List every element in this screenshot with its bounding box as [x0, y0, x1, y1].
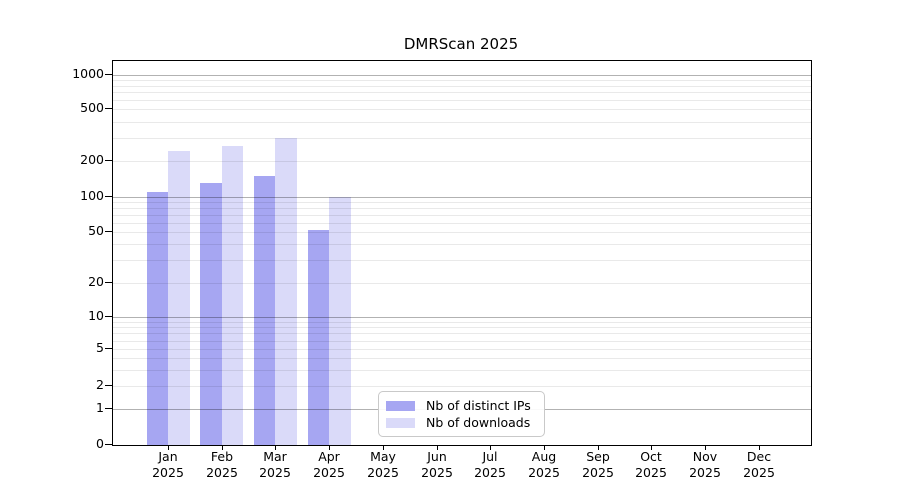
minor-gridline	[113, 92, 811, 93]
bar-distinct-ips-mar	[253, 175, 276, 445]
minor-gridline	[113, 349, 811, 350]
minor-gridline	[113, 223, 811, 224]
minor-gridline	[113, 86, 811, 87]
legend-label-distinct-ips: Nb of distinct IPs	[426, 398, 531, 413]
y-axis-tick-mark	[105, 408, 112, 409]
y-axis-tick-mark	[105, 196, 112, 197]
x-axis-tick-label: Oct 2025	[635, 449, 667, 480]
minor-gridline	[113, 322, 811, 323]
major-gridline	[113, 197, 811, 198]
major-gridline	[113, 75, 811, 76]
minor-gridline	[113, 260, 811, 261]
y-axis-tick-mark	[105, 444, 112, 445]
plot-area	[112, 60, 812, 446]
x-axis-tick-label: Apr 2025	[313, 449, 345, 480]
x-axis-tick-mark	[437, 445, 438, 450]
minor-gridline	[113, 283, 811, 284]
minor-gridline	[113, 232, 811, 233]
minor-gridline	[113, 100, 811, 101]
y-axis-tick-label: 50	[88, 223, 104, 238]
y-axis-tick-mark	[105, 316, 112, 317]
bar-downloads-apr	[329, 197, 351, 445]
legend-swatch-downloads	[386, 417, 415, 428]
x-axis-tick-label: May 2025	[367, 449, 399, 480]
y-axis-tick-label: 500	[80, 100, 104, 115]
x-axis-tick-label: Jul 2025	[474, 449, 506, 480]
legend-item-downloads: Nb of downloads	[386, 415, 536, 430]
x-axis-tick-mark	[759, 445, 760, 450]
x-axis-tick-mark	[329, 445, 330, 450]
y-axis-tick-mark	[105, 231, 112, 232]
y-axis-tick-mark	[105, 282, 112, 283]
bar-distinct-ips-apr	[307, 230, 330, 445]
minor-gridline	[113, 370, 811, 371]
y-axis-tick-mark	[105, 385, 112, 386]
y-axis-tick-mark	[105, 74, 112, 75]
y-axis-tick-label: 200	[80, 152, 104, 167]
legend: Nb of distinct IPs Nb of downloads	[378, 391, 545, 437]
minor-gridline	[113, 161, 811, 162]
x-axis-tick-mark	[222, 445, 223, 450]
bar-distinct-ips-jan	[146, 192, 168, 445]
y-axis-tick-mark	[105, 108, 112, 109]
x-axis-tick-mark	[383, 445, 384, 450]
x-axis-tick-mark	[544, 445, 545, 450]
minor-gridline	[113, 333, 811, 334]
minor-gridline	[113, 341, 811, 342]
y-axis-tick-label: 0	[96, 436, 104, 451]
minor-gridline	[113, 358, 811, 359]
minor-gridline	[113, 215, 811, 216]
major-gridline	[113, 317, 811, 318]
legend-label-downloads: Nb of downloads	[426, 415, 531, 430]
bar-downloads-jan	[168, 150, 190, 445]
x-axis-tick-label: Dec 2025	[743, 449, 775, 480]
x-axis-tick-label: Sep 2025	[582, 449, 614, 480]
x-axis-tick-label: Feb 2025	[206, 449, 238, 480]
x-axis-tick-label: Nov 2025	[689, 449, 721, 480]
y-axis-tick-label: 1	[96, 400, 104, 415]
minor-gridline	[113, 386, 811, 387]
x-axis-tick-mark	[490, 445, 491, 450]
x-axis-tick-label: Jan 2025	[152, 449, 184, 480]
legend-item-distinct-ips: Nb of distinct IPs	[386, 398, 536, 413]
x-axis-tick-mark	[168, 445, 169, 450]
x-axis-tick-label: Mar 2025	[259, 449, 291, 480]
minor-gridline	[113, 244, 811, 245]
minor-gridline	[113, 327, 811, 328]
bar-distinct-ips-feb	[200, 183, 222, 445]
y-axis-tick-mark	[105, 348, 112, 349]
bar-downloads-feb	[221, 146, 244, 445]
minor-gridline	[113, 122, 811, 123]
x-axis-tick-mark	[598, 445, 599, 450]
y-axis-tick-label: 10	[88, 308, 104, 323]
minor-gridline	[113, 202, 811, 203]
x-axis-tick-mark	[705, 445, 706, 450]
y-axis-tick-label: 100	[80, 188, 104, 203]
y-axis-tick-mark	[105, 160, 112, 161]
y-axis-tick-label: 1000	[72, 66, 104, 81]
minor-gridline	[113, 138, 811, 139]
minor-gridline	[113, 208, 811, 209]
minor-gridline	[113, 109, 811, 110]
bar-downloads-mar	[275, 137, 297, 445]
x-axis-tick-mark	[651, 445, 652, 450]
x-axis-tick-label: Jun 2025	[421, 449, 453, 480]
x-axis-tick-label: Aug 2025	[528, 449, 560, 480]
legend-swatch-distinct-ips	[386, 400, 415, 411]
x-axis-tick-mark	[275, 445, 276, 450]
y-axis-tick-label: 2	[96, 377, 104, 392]
y-axis-tick-label: 5	[96, 340, 104, 355]
minor-gridline	[113, 80, 811, 81]
chart-title: DMRScan 2025	[403, 35, 519, 53]
y-axis-tick-label: 20	[88, 274, 104, 289]
